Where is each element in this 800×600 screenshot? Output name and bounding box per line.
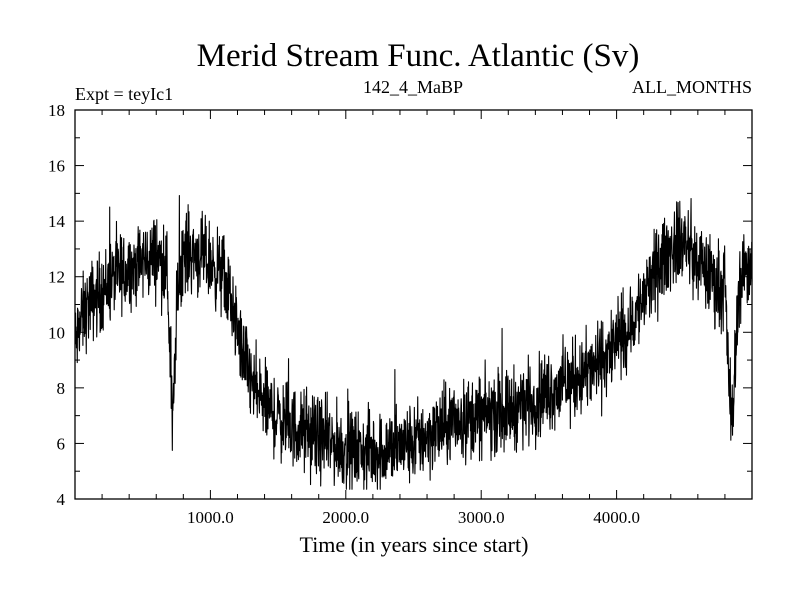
age-label: 142_4_MaBP: [363, 77, 463, 97]
y-tick-label: 16: [48, 157, 65, 176]
y-tick-label: 10: [48, 323, 65, 342]
series-line: [74, 195, 753, 490]
chart-title: Merid Stream Func. Atlantic (Sv): [197, 38, 640, 74]
plot-frame: [74, 109, 753, 500]
y-tick-label: 8: [57, 379, 66, 398]
experiment-label: Expt = teyIc1: [75, 84, 173, 104]
months-label: ALL_MONTHS: [632, 77, 752, 97]
y-tick-label: 18: [48, 101, 65, 120]
y-tick-label: 4: [57, 490, 66, 509]
y-tick-label: 6: [57, 434, 66, 453]
x-tick-label: 2000.0: [322, 508, 369, 527]
x-tick-label: 1000.0: [187, 508, 234, 527]
y-tick-label: 14: [48, 212, 66, 231]
x-tick-label: 4000.0: [593, 508, 640, 527]
y-tick-label: 12: [48, 268, 65, 287]
x-tick-label: 3000.0: [458, 508, 505, 527]
x-axis-label: Time (in years since start): [300, 532, 529, 557]
